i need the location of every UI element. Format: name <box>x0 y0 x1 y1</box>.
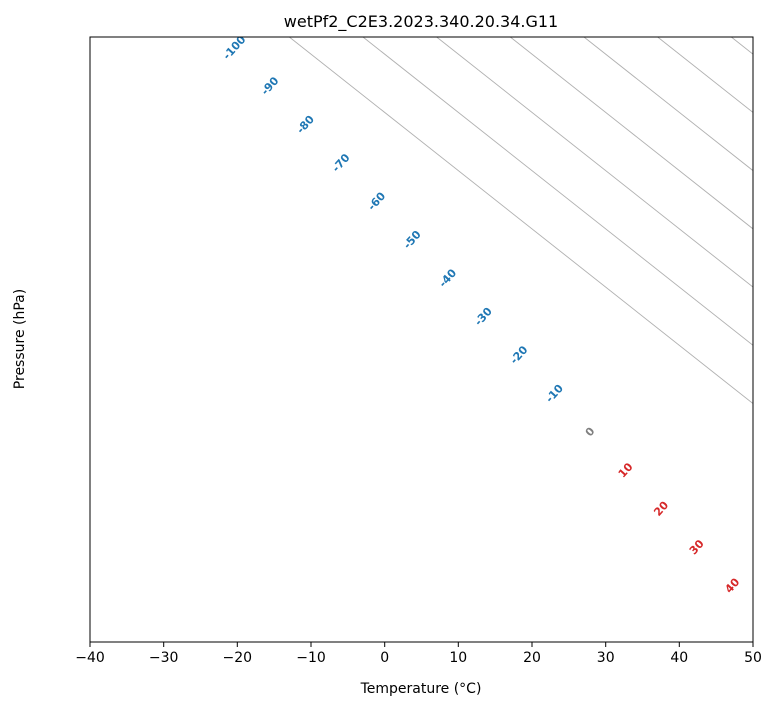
isotherm-line <box>436 37 753 288</box>
dry-adiabat-label: -70 <box>330 151 353 175</box>
x-tick-label: −20 <box>223 650 253 666</box>
isotherm-line <box>510 37 753 230</box>
isotherm-line <box>289 37 753 405</box>
dry-adiabat-label: 20 <box>651 498 671 518</box>
isotherm-line <box>657 37 753 113</box>
dry-adiabat-label: -50 <box>401 228 424 252</box>
chart-title: wetPf2_C2E3.2023.340.20.34.G11 <box>284 12 558 32</box>
dry-adiabat-label: -80 <box>294 113 317 137</box>
dry-adiabat-label: -40 <box>436 266 459 290</box>
x-tick-label: 30 <box>597 650 615 666</box>
dry-adiabat-label: 0 <box>583 425 598 440</box>
x-tick-label: 0 <box>380 650 389 666</box>
x-tick-label: −40 <box>75 650 105 666</box>
x-axis-label: Temperature (°C) <box>360 681 482 697</box>
dry-adiabat-label: -90 <box>259 74 282 98</box>
dry-adiabat-label: 30 <box>687 537 707 557</box>
x-tick-label: 20 <box>523 650 541 666</box>
x-tick-label: 40 <box>670 650 688 666</box>
dry-adiabat-label: -20 <box>508 343 531 367</box>
y-axis-label: Pressure (hPa) <box>12 289 28 389</box>
x-tick-label: −10 <box>296 650 326 666</box>
isotherm-line <box>583 37 753 172</box>
dry-adiabat-label: -60 <box>365 189 388 213</box>
x-tick-label: 50 <box>744 650 762 666</box>
plot-frame <box>89 36 754 643</box>
dry-adiabat-label: 40 <box>722 575 742 595</box>
dry-adiabat-label: -30 <box>472 305 495 329</box>
dry-adiabat-label: 10 <box>616 460 636 480</box>
dry-adiabat-label: -10 <box>543 382 566 406</box>
x-tick-label: 10 <box>449 650 467 666</box>
x-tick-label: −30 <box>149 650 179 666</box>
isotherm-line <box>362 37 753 346</box>
